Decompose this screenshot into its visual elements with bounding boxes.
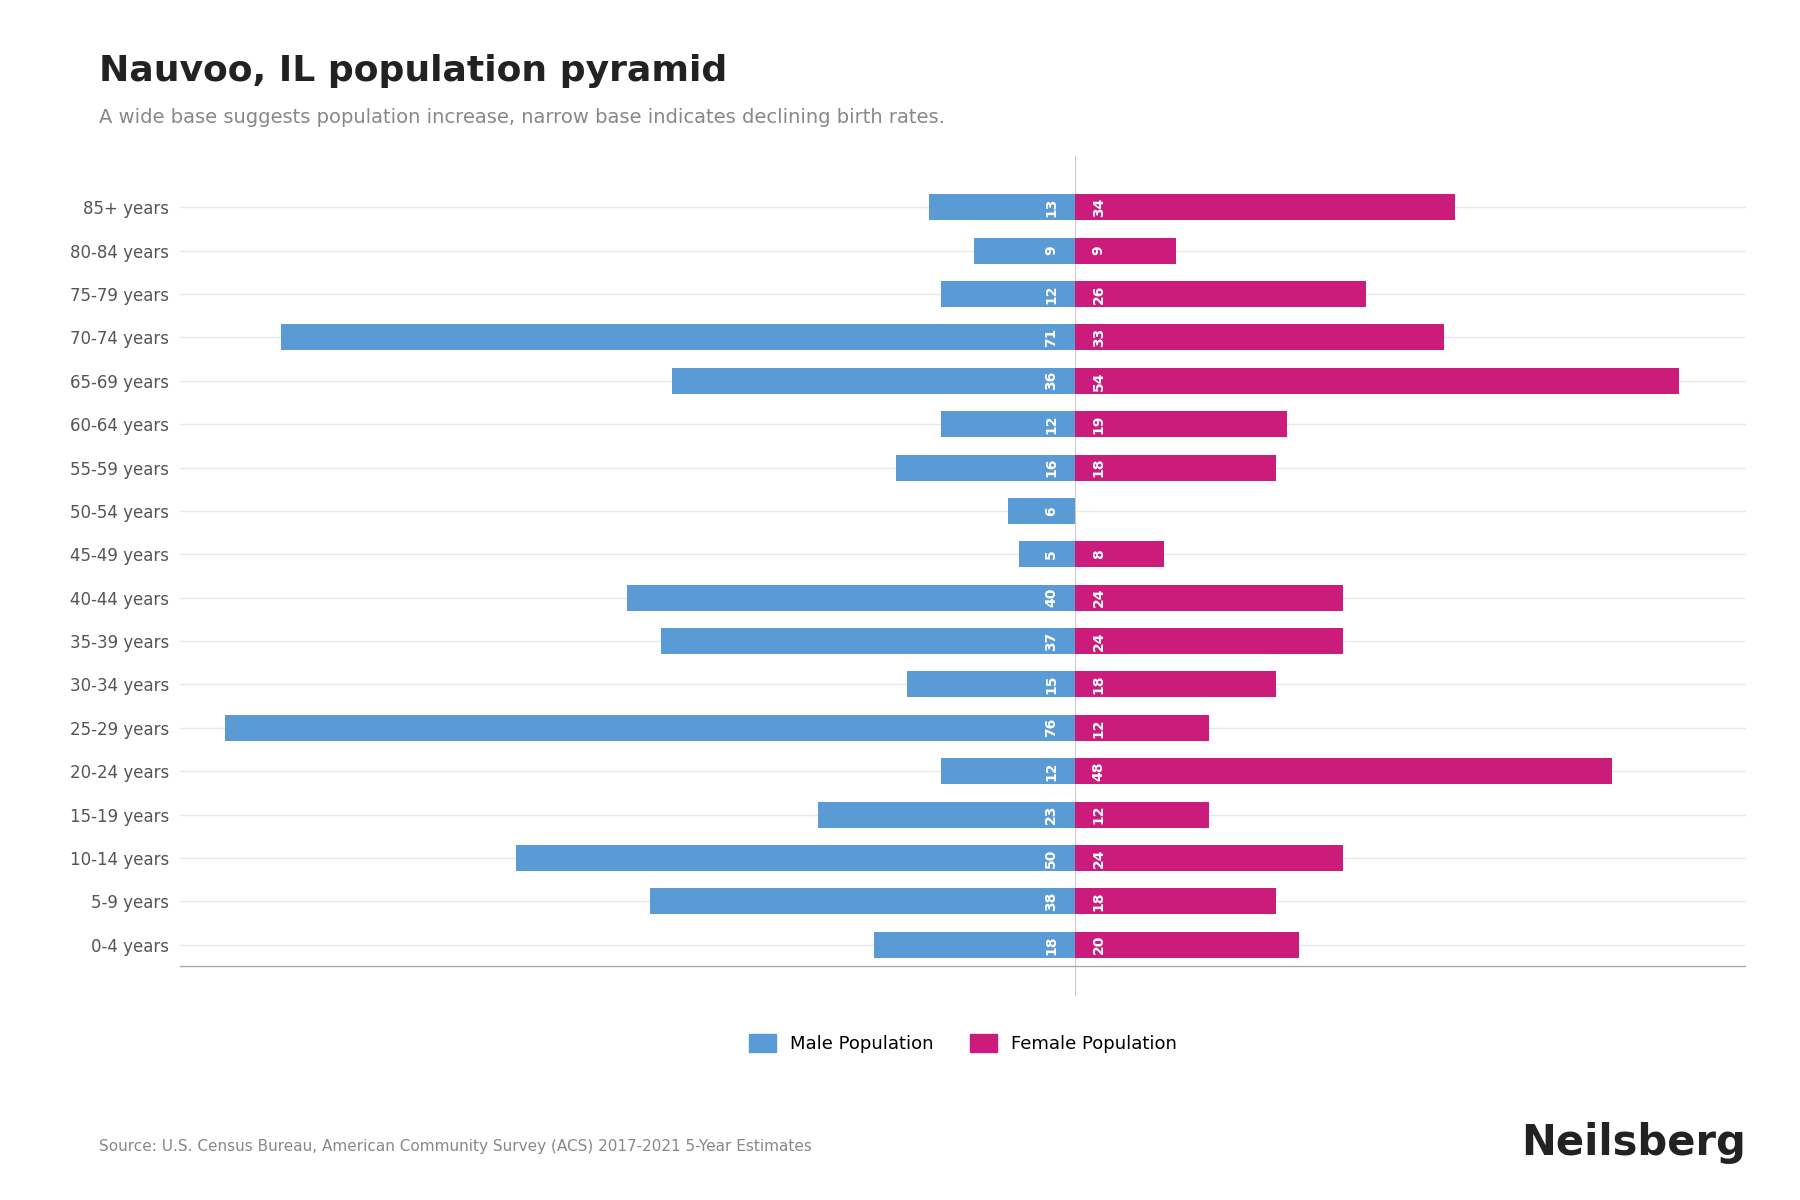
Text: 40: 40 [1044, 588, 1058, 607]
Text: 19: 19 [1091, 414, 1105, 434]
Text: 12: 12 [1091, 805, 1105, 824]
Text: 18: 18 [1091, 892, 1105, 911]
Text: 18: 18 [1091, 674, 1105, 695]
Bar [1075, 628, 1343, 654]
Bar [628, 584, 1075, 611]
Bar [281, 324, 1075, 350]
Text: 48: 48 [1091, 762, 1105, 781]
Text: 37: 37 [1044, 631, 1058, 650]
Text: 6: 6 [1044, 506, 1058, 516]
Bar [1075, 888, 1276, 914]
Text: 33: 33 [1091, 328, 1105, 347]
Text: 13: 13 [1044, 198, 1058, 217]
Bar [1075, 584, 1343, 611]
Text: 12: 12 [1044, 284, 1058, 304]
Bar [896, 455, 1075, 480]
Text: 20: 20 [1091, 935, 1105, 954]
Text: A wide base suggests population increase, narrow base indicates declining birth : A wide base suggests population increase… [99, 108, 945, 127]
Text: 34: 34 [1091, 198, 1105, 217]
Legend: Male Population, Female Population: Male Population, Female Population [731, 1015, 1195, 1070]
Text: 54: 54 [1091, 371, 1105, 390]
Text: 26: 26 [1091, 284, 1105, 304]
Bar [1075, 238, 1175, 264]
Bar [907, 672, 1075, 697]
Bar [941, 281, 1075, 307]
Text: 24: 24 [1091, 588, 1105, 607]
Bar [817, 802, 1075, 828]
Bar [1075, 845, 1343, 871]
Text: 12: 12 [1044, 762, 1058, 781]
Bar [974, 238, 1075, 264]
Bar [941, 412, 1075, 437]
Bar [873, 931, 1075, 958]
Bar [671, 367, 1075, 394]
Text: 50: 50 [1044, 848, 1058, 868]
Bar [661, 628, 1075, 654]
Text: 9: 9 [1044, 246, 1058, 256]
Text: 36: 36 [1044, 371, 1058, 390]
Text: Nauvoo, IL population pyramid: Nauvoo, IL population pyramid [99, 54, 727, 88]
Bar [1075, 194, 1454, 221]
Text: 9: 9 [1091, 246, 1105, 256]
Text: Neilsberg: Neilsberg [1521, 1122, 1746, 1164]
Bar [1019, 541, 1075, 568]
Text: 5: 5 [1044, 550, 1058, 559]
Bar [1075, 324, 1444, 350]
Bar [929, 194, 1075, 221]
Text: 16: 16 [1044, 458, 1058, 478]
Bar [515, 845, 1075, 871]
Bar [1075, 412, 1287, 437]
Text: 18: 18 [1044, 935, 1058, 954]
Text: 8: 8 [1091, 550, 1105, 559]
Text: 76: 76 [1044, 719, 1058, 738]
Bar [1075, 541, 1165, 568]
Bar [1075, 931, 1298, 958]
Bar [1008, 498, 1075, 524]
Bar [1075, 455, 1276, 480]
Text: 24: 24 [1091, 631, 1105, 650]
Bar [1075, 281, 1366, 307]
Text: 15: 15 [1044, 674, 1058, 695]
Bar [941, 758, 1075, 785]
Text: 12: 12 [1091, 718, 1105, 738]
Bar [1075, 672, 1276, 697]
Text: 12: 12 [1044, 414, 1058, 434]
Text: Source: U.S. Census Bureau, American Community Survey (ACS) 2017-2021 5-Year Est: Source: U.S. Census Bureau, American Com… [99, 1140, 812, 1154]
Text: 23: 23 [1044, 805, 1058, 824]
Text: 38: 38 [1044, 892, 1058, 911]
Bar [1075, 758, 1611, 785]
Bar [650, 888, 1075, 914]
Text: 24: 24 [1091, 848, 1105, 868]
Bar [1075, 715, 1210, 740]
Bar [225, 715, 1075, 740]
Bar [1075, 367, 1679, 394]
Text: 71: 71 [1044, 328, 1058, 347]
Text: 18: 18 [1091, 457, 1105, 478]
Bar [1075, 802, 1210, 828]
